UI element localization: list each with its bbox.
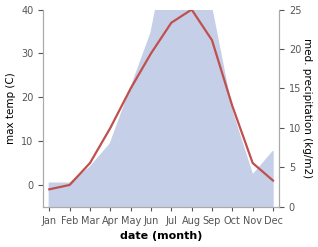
Y-axis label: max temp (C): max temp (C) xyxy=(5,72,16,144)
X-axis label: date (month): date (month) xyxy=(120,231,202,242)
Y-axis label: med. precipitation (kg/m2): med. precipitation (kg/m2) xyxy=(302,38,313,178)
